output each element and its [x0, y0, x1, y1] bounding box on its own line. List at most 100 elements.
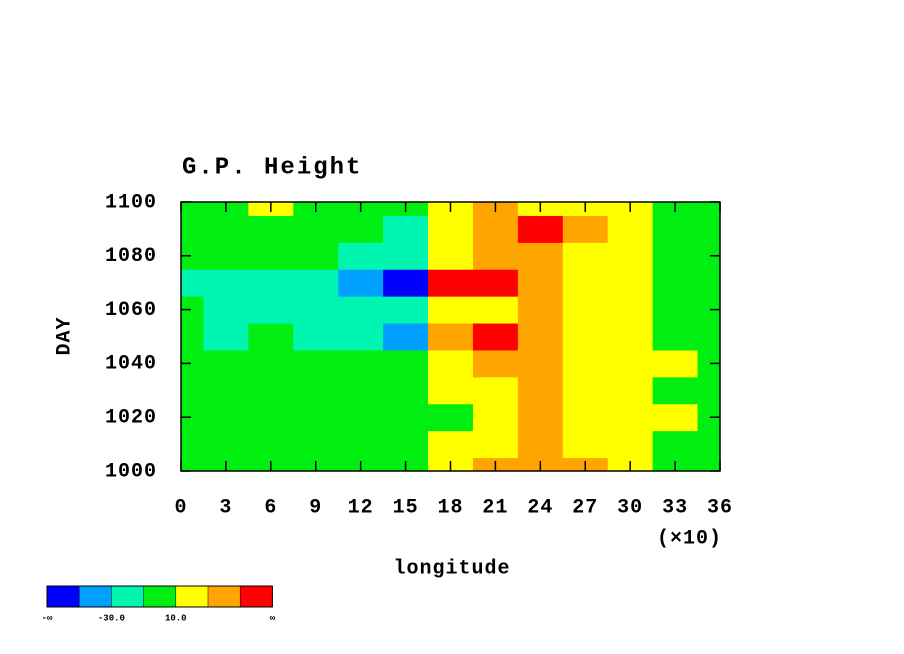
x-tick-label: 3: [219, 496, 232, 519]
heat-cell: [607, 269, 654, 297]
heat-cell: [652, 269, 699, 297]
y-tick-label: 1080: [105, 245, 157, 268]
heat-cell: [248, 296, 294, 324]
y-tick-label: 1020: [105, 406, 157, 429]
x-tick-label: 27: [572, 496, 598, 519]
colorbar-box: [175, 586, 208, 607]
heat-cell: [181, 296, 204, 324]
heat-cell: [652, 323, 699, 351]
heat-cell: [248, 403, 294, 432]
heat-cell: [697, 242, 720, 270]
heat-cell: [562, 215, 609, 243]
heat-cell: [428, 242, 474, 270]
colorbar-label: -∞: [42, 613, 53, 623]
heat-cell: [517, 403, 564, 432]
heat-cell: [652, 403, 699, 432]
heat-cell: [248, 215, 294, 243]
heat-cell: [181, 215, 204, 243]
heat-cell: [338, 430, 384, 459]
x-multiplier: (×10): [657, 527, 722, 550]
heat-cell: [562, 242, 609, 270]
heat-cell: [517, 430, 564, 459]
heat-cell: [293, 349, 339, 378]
colorbar-box: [47, 586, 80, 607]
heat-cell: [383, 215, 429, 243]
heat-cell: [697, 323, 720, 351]
heat-cell: [203, 269, 249, 297]
heat-cell: [517, 269, 564, 297]
heat-cell: [383, 269, 429, 297]
heat-cell: [293, 430, 339, 459]
heat-cell: [472, 269, 519, 297]
y-tick-label: 1060: [105, 299, 157, 322]
chart-title: G.P. Height: [182, 154, 362, 181]
heat-cell: [607, 403, 654, 432]
colorbar-box: [143, 586, 176, 607]
heat-cell: [338, 349, 384, 378]
heat-cell: [293, 323, 339, 351]
x-tick-label: 36: [707, 496, 733, 519]
heat-cell: [248, 430, 294, 459]
heat-cell: [248, 376, 294, 405]
heat-cell: [607, 296, 654, 324]
heat-cell: [181, 349, 204, 378]
heat-cell: [383, 403, 429, 432]
heat-cell: [517, 376, 564, 405]
heat-cell: [428, 323, 474, 351]
heat-cell: [203, 296, 249, 324]
heat-cell: [383, 323, 429, 351]
heat-cell: [562, 376, 609, 405]
heat-cell: [607, 376, 654, 405]
heat-cell: [428, 215, 474, 243]
heat-cell: [181, 269, 204, 297]
heat-cell: [293, 215, 339, 243]
heat-cell: [181, 323, 204, 351]
heat-cell: [607, 430, 654, 459]
heat-cell: [181, 376, 204, 405]
x-tick-label: 15: [393, 496, 419, 519]
y-axis-label: DAY: [53, 316, 76, 355]
heat-cell: [607, 215, 654, 243]
heat-cell: [428, 403, 474, 432]
heat-cell: [697, 430, 720, 459]
heat-cell: [181, 242, 204, 270]
x-tick-label: 21: [482, 496, 508, 519]
heat-cell: [338, 376, 384, 405]
heat-cell: [248, 242, 294, 270]
heat-cell: [562, 296, 609, 324]
heat-cell: [203, 430, 249, 459]
heat-cell: [697, 349, 720, 378]
heat-cell: [652, 296, 699, 324]
colorbar-label: -30.0: [98, 613, 125, 623]
heat-cell: [203, 349, 249, 378]
colorbar-box: [79, 586, 112, 607]
heat-cell: [562, 430, 609, 459]
x-tick-label: 6: [264, 496, 277, 519]
heat-cell: [517, 215, 564, 243]
heat-cell: [293, 269, 339, 297]
heat-cell: [562, 323, 609, 351]
heat-cell: [472, 376, 519, 405]
heat-cell: [338, 215, 384, 243]
x-tick-label: 24: [527, 496, 553, 519]
heat-cell: [472, 215, 519, 243]
heat-cell: [293, 376, 339, 405]
x-tick-label: 12: [348, 496, 374, 519]
heat-cell: [428, 376, 474, 405]
heat-cell: [472, 323, 519, 351]
colorbar-label: ∞: [270, 613, 276, 623]
x-tick-label: 18: [437, 496, 463, 519]
heat-cell: [428, 269, 474, 297]
x-tick-label: 9: [309, 496, 322, 519]
colorbar-label: 10.0: [165, 613, 187, 623]
colorbar-box: [240, 586, 273, 607]
x-axis-label: longitude: [393, 557, 510, 580]
y-tick-label: 1040: [105, 353, 157, 376]
colorbar-box: [208, 586, 241, 607]
heat-cell: [652, 349, 699, 378]
heat-cell: [472, 349, 519, 378]
x-tick-label: 30: [617, 496, 643, 519]
heat-cell: [697, 215, 720, 243]
y-tick-label: 1000: [105, 460, 157, 483]
heat-cell: [293, 296, 339, 324]
